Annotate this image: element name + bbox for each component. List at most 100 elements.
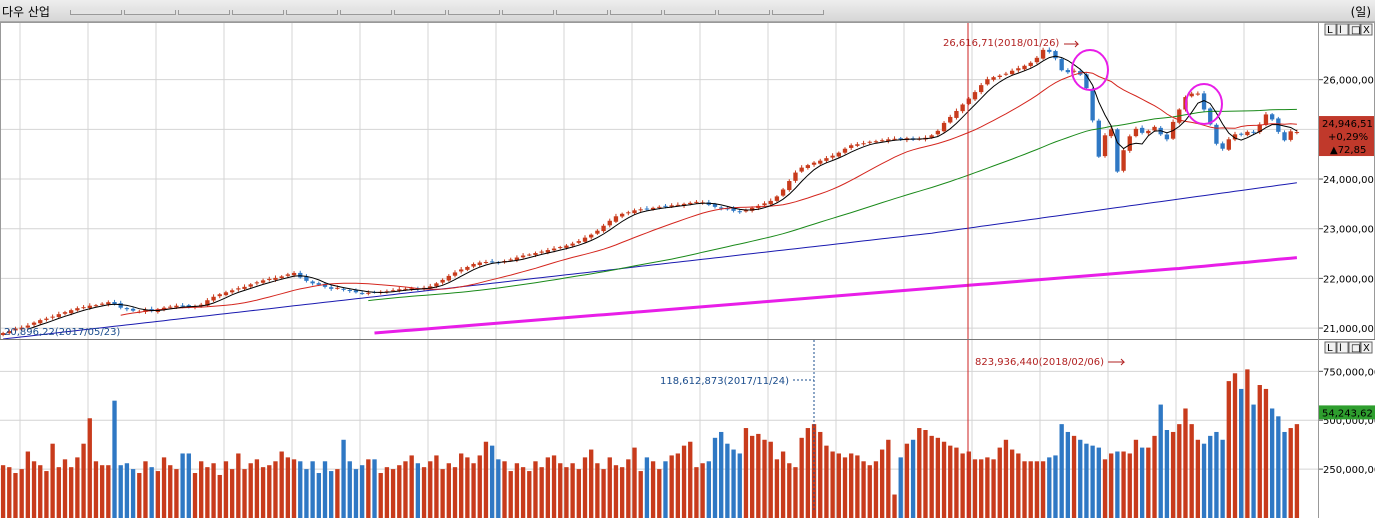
volume-bar — [459, 453, 464, 518]
volume-bar — [997, 447, 1002, 518]
candle-body — [69, 310, 74, 314]
candle-body — [106, 302, 111, 305]
candle-body — [1109, 129, 1114, 137]
volume-bar — [626, 459, 631, 518]
candle-body — [465, 266, 470, 270]
volume-bar — [793, 467, 798, 518]
candle-body — [520, 255, 526, 258]
volume-bar — [143, 461, 148, 518]
volume-bar — [180, 453, 185, 518]
candle-body — [644, 208, 650, 210]
candle-body — [347, 290, 352, 292]
volume-bar — [118, 465, 123, 518]
volume-bar — [1294, 424, 1300, 518]
volume-bar — [93, 461, 99, 518]
candle-body — [818, 160, 823, 164]
annotations: 26,616,71(2018/01/26) 20,896,22(2017/05/2… — [4, 22, 1223, 518]
volume-bar — [267, 465, 272, 518]
candle-body — [966, 98, 971, 104]
stock-chart[interactable]: 21,000,0022,000,0023,000,0024,000,0025,0… — [0, 22, 1375, 518]
volume-bar — [372, 459, 377, 518]
volume-bar — [675, 453, 681, 518]
volume-bar — [1170, 431, 1176, 518]
volume-bar — [38, 465, 43, 518]
candle-body — [180, 305, 185, 307]
price-tick-label: 24,000,00 — [1323, 175, 1374, 186]
candle-body — [960, 104, 965, 112]
volume-bar — [780, 451, 786, 518]
volume-bar — [545, 457, 551, 518]
volume-bar — [1133, 439, 1139, 518]
volume-bar — [669, 455, 674, 518]
ma60-line — [368, 108, 1297, 302]
toolbar-tabs[interactable] — [70, 0, 890, 15]
candle-body — [390, 290, 396, 292]
volume-bar — [384, 467, 390, 518]
volume-bar — [1022, 461, 1027, 518]
volume-bar — [1282, 431, 1287, 518]
candle-body — [979, 85, 984, 93]
volume-bar — [434, 455, 439, 518]
candle-body — [359, 293, 365, 295]
volume-bar — [1059, 424, 1064, 518]
candle-body — [1263, 114, 1269, 125]
volume-bar — [130, 469, 136, 518]
volume-bar — [861, 461, 866, 518]
volume-bar — [471, 463, 476, 518]
pane-button-label: □ — [1351, 25, 1360, 36]
volume-bar — [904, 443, 910, 518]
candle-body — [855, 144, 860, 146]
pane-button-label: L — [1327, 25, 1333, 36]
volume-bar — [694, 467, 699, 518]
volume-bar — [743, 428, 749, 518]
volume-bar — [725, 443, 730, 518]
candle-body — [762, 203, 767, 206]
pane-button-label: X — [1363, 25, 1370, 36]
candle-body — [799, 167, 804, 172]
volume-bar — [1152, 435, 1157, 518]
candle-body — [551, 248, 557, 251]
volume-bar — [892, 494, 897, 518]
volume-bar — [1245, 369, 1250, 518]
volume-bar — [1214, 431, 1219, 518]
volume-bar — [1053, 455, 1058, 518]
candle-body — [694, 201, 699, 203]
change-points-label: ▲72,85 — [1330, 145, 1366, 156]
candle-body — [434, 283, 439, 287]
candle-body — [316, 283, 321, 285]
candle-body — [688, 202, 693, 205]
volume-bar — [81, 443, 86, 518]
volume-bar — [192, 473, 198, 518]
volume-high-arrow — [1108, 358, 1126, 366]
candle-body — [1090, 89, 1095, 121]
volume-bar — [1034, 461, 1040, 518]
volume-pane[interactable] — [0, 340, 1318, 518]
volume-bar — [1158, 404, 1163, 518]
candle-body — [329, 287, 334, 289]
price-pane[interactable] — [0, 22, 1318, 340]
volume-bar — [558, 463, 563, 518]
volume-bar — [1226, 381, 1231, 518]
volume-bar — [359, 465, 365, 518]
volume-bar — [291, 459, 297, 518]
candle-body — [217, 294, 222, 297]
candle-body — [248, 284, 253, 287]
candle-body — [681, 203, 687, 206]
candle-body — [1214, 124, 1219, 144]
candle-body — [1164, 134, 1170, 140]
candle-body — [1133, 128, 1139, 137]
candle-body — [830, 155, 835, 158]
volume-bar — [768, 441, 773, 518]
candle-body — [260, 280, 266, 283]
volume-low-annotation: 118,612,873(2017/11/24) — [660, 376, 789, 387]
volume-bar — [805, 428, 811, 518]
volume-bar — [681, 445, 687, 518]
candle-body — [1276, 118, 1281, 132]
volume-bar — [199, 461, 204, 518]
candle-body — [533, 253, 538, 255]
candle-body — [1096, 120, 1101, 157]
volume-bar — [69, 467, 74, 518]
candle-body — [446, 275, 451, 281]
pane-button-label: l — [1339, 343, 1342, 354]
volume-bar — [174, 469, 179, 518]
